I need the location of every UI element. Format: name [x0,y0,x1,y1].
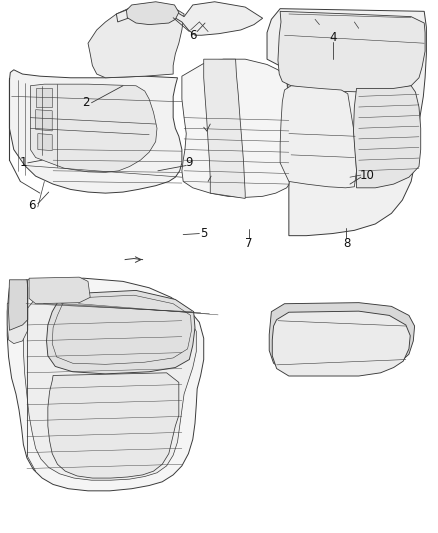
Polygon shape [127,2,179,25]
Text: 1: 1 [20,156,27,169]
Text: 9: 9 [186,156,193,169]
Polygon shape [7,278,204,491]
Text: 5: 5 [200,227,208,240]
Polygon shape [278,11,425,92]
Polygon shape [353,86,421,188]
Polygon shape [7,298,28,344]
Polygon shape [23,294,196,480]
Polygon shape [35,88,52,107]
Polygon shape [30,84,157,172]
Text: 4: 4 [330,31,337,44]
Polygon shape [269,303,415,370]
Polygon shape [204,59,245,198]
Polygon shape [29,277,90,304]
Polygon shape [272,311,410,376]
Polygon shape [10,70,182,193]
Polygon shape [267,9,426,236]
Polygon shape [182,59,291,197]
Polygon shape [48,373,179,478]
Polygon shape [88,3,184,78]
Polygon shape [46,290,195,374]
Text: 7: 7 [245,237,252,250]
Polygon shape [38,134,52,151]
Text: 2: 2 [82,96,90,109]
Polygon shape [117,2,263,35]
Polygon shape [35,110,52,131]
Polygon shape [280,86,357,188]
Text: 6: 6 [189,29,197,42]
Text: 8: 8 [343,237,350,250]
Polygon shape [9,280,28,330]
Text: 6: 6 [28,199,36,212]
Text: 10: 10 [360,168,375,182]
